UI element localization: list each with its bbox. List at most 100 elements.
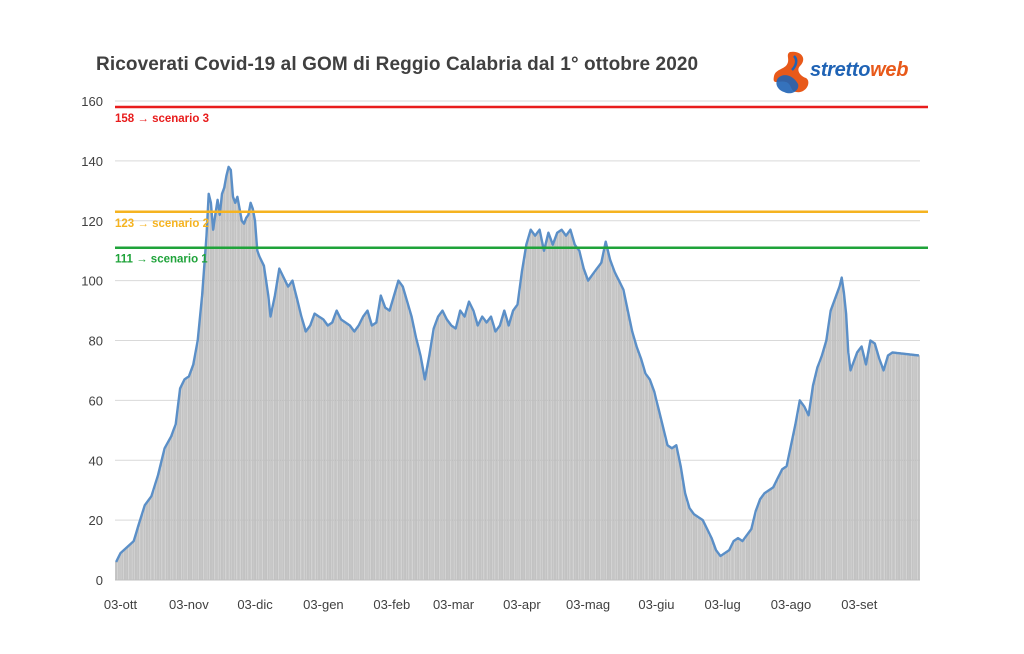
data-bar [591, 274, 594, 581]
x-tick-label: 03-ago [771, 597, 811, 612]
data-bar [300, 316, 303, 581]
data-bar [578, 250, 581, 581]
data-bar [909, 354, 911, 581]
data-bar [917, 355, 920, 581]
data-bar [417, 346, 420, 581]
data-bar [124, 548, 126, 581]
data-bar [258, 256, 261, 581]
y-tick-label: 40 [89, 453, 103, 468]
x-tick-label: 03-mar [433, 597, 475, 612]
data-bar [854, 358, 856, 581]
data-bar [602, 252, 605, 581]
data-bar [342, 320, 345, 581]
data-bar [562, 232, 565, 581]
data-bar [620, 284, 623, 581]
data-bar [509, 317, 512, 581]
data-bar [681, 479, 684, 581]
data-bar [132, 540, 135, 581]
logo-text: strettoweb [810, 59, 908, 82]
data-bar [362, 316, 365, 581]
data-bar [741, 540, 744, 581]
data-bar [726, 551, 728, 581]
data-bar [587, 280, 589, 581]
data-bar [322, 319, 325, 581]
data-bar [119, 552, 122, 581]
data-bar [384, 307, 387, 581]
data-bar [207, 193, 210, 581]
data-bar [642, 365, 645, 581]
data-bar [359, 320, 362, 581]
data-bar [752, 519, 755, 581]
data-bar [463, 316, 466, 581]
data-bar [865, 364, 867, 581]
data-bar [170, 436, 173, 581]
y-tick-label: 140 [81, 154, 103, 169]
data-bar [790, 445, 792, 581]
data-bar [335, 310, 338, 581]
data-bar [315, 314, 318, 581]
data-bar [582, 268, 585, 581]
data-bar [836, 292, 839, 581]
data-bar [668, 446, 671, 581]
data-bar [399, 283, 402, 581]
data-bar [501, 317, 503, 581]
data-bar [289, 283, 292, 581]
data-bar [494, 331, 497, 581]
data-bar [882, 370, 885, 581]
data-bar [911, 354, 914, 581]
x-tick-label: 03-set [841, 597, 878, 612]
data-bar [483, 319, 486, 581]
data-bar [849, 370, 852, 581]
data-bar [518, 287, 521, 581]
data-bar [862, 355, 865, 581]
data-bar [664, 436, 667, 581]
data-bar [532, 232, 534, 581]
data-bar [139, 518, 142, 581]
data-bar [776, 478, 779, 581]
data-bar [163, 448, 166, 581]
data-bar [450, 325, 453, 581]
data-bar [265, 280, 267, 581]
data-bar [728, 549, 731, 581]
x-tick-label: 03-mag [566, 597, 610, 612]
data-bar [388, 310, 391, 581]
data-bar [816, 367, 819, 581]
data-bar [662, 427, 664, 581]
data-bar [210, 202, 212, 581]
data-bar [216, 199, 219, 581]
data-bar [476, 325, 479, 581]
data-bar [309, 325, 312, 581]
data-bar [382, 301, 384, 581]
data-bar [430, 341, 433, 581]
data-bar [792, 434, 795, 581]
x-tick-label: 03-dic [237, 597, 273, 612]
data-bar [637, 352, 640, 581]
data-bar [285, 281, 287, 581]
data-bar [675, 445, 678, 581]
data-bar [715, 549, 717, 581]
data-bar [179, 388, 181, 581]
data-bar [251, 208, 254, 581]
data-bar [221, 193, 223, 581]
data-bar [351, 328, 354, 581]
data-bar [176, 406, 179, 581]
data-bar [765, 491, 768, 581]
x-tick-label: 03-apr [503, 597, 541, 612]
data-bar [446, 319, 448, 581]
data-bar [595, 268, 598, 581]
data-bar [809, 400, 812, 581]
data-bar [580, 259, 583, 581]
data-bar [732, 540, 735, 581]
data-bar [152, 489, 155, 581]
data-bar [745, 534, 748, 581]
data-bar [368, 317, 371, 581]
data-bar [406, 301, 409, 581]
data-bar [717, 552, 720, 581]
data-bar [135, 533, 137, 581]
data-bar [781, 469, 784, 581]
data-bar [721, 554, 724, 581]
data-bar [148, 499, 151, 581]
data-bar [457, 319, 459, 581]
data-bar [794, 424, 797, 581]
data-bar [554, 238, 556, 581]
